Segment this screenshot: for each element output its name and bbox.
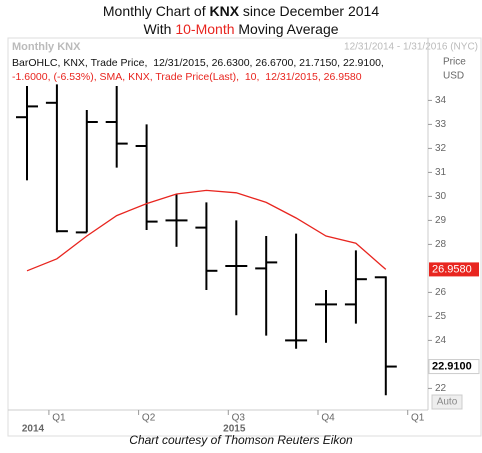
y-axis-label: Price — [443, 57, 466, 68]
y-tick-label: 24 — [435, 335, 447, 346]
y-tick-label: 32 — [435, 143, 447, 154]
subtitle-part: 10-Month — [175, 21, 234, 37]
credit: Chart courtesy of Thomson Reuters Eikon — [129, 433, 353, 447]
legend-line: -1.6000, (-6.53%), SMA, KNX, Trade Price… — [12, 71, 362, 83]
last-value-box — [429, 262, 479, 277]
y-tick-label: 29 — [435, 215, 447, 226]
title-part: since December 2014 — [239, 3, 379, 19]
chart-title: Monthly Chart of KNX since December 2014 — [103, 3, 379, 19]
y-tick-label: 26 — [435, 287, 447, 298]
y-tick-label: 28 — [435, 239, 447, 250]
y-tick-label: 31 — [435, 167, 447, 178]
year-label: 2014 — [22, 424, 45, 435]
title-part: KNX — [209, 3, 239, 19]
sma-line — [26, 189, 387, 272]
y-tick-label: 33 — [435, 119, 447, 130]
last-value-box — [428, 359, 480, 375]
subtitle-part: With — [143, 21, 175, 37]
panel-title: Monthly KNX — [12, 41, 81, 53]
x-tick-label: Q1 — [52, 413, 66, 424]
y-tick-label: 34 — [435, 95, 447, 106]
y-axis-label: USD — [443, 71, 464, 82]
auto-button-label[interactable]: Auto — [437, 397, 458, 408]
y-tick-label: 25 — [435, 311, 447, 322]
legend-line: BarOHLC, KNX, Trade Price, 12/31/2015, 2… — [12, 57, 384, 69]
last-value-label: 22.9100 — [432, 360, 472, 372]
x-tick-label: Q2 — [142, 413, 156, 424]
year-label: 2015 — [223, 424, 246, 435]
title-part: Monthly Chart of — [103, 3, 210, 19]
x-tick-label: Q4 — [321, 413, 335, 424]
y-tick-label: 30 — [435, 191, 447, 202]
y-tick-label: 22 — [435, 383, 447, 394]
chart-subtitle: With 10-Month Moving Average — [143, 21, 338, 37]
date-range: 12/31/2014 - 1/31/2016 (NYC) — [344, 42, 478, 53]
subtitle-part: Moving Average — [235, 21, 339, 37]
x-tick-label: Q3 — [232, 413, 246, 424]
x-tick-label: Q1 — [411, 413, 425, 424]
chart-panel — [7, 37, 482, 437]
last-value-label: 26.9580 — [432, 263, 472, 275]
auto-button[interactable] — [431, 394, 463, 410]
